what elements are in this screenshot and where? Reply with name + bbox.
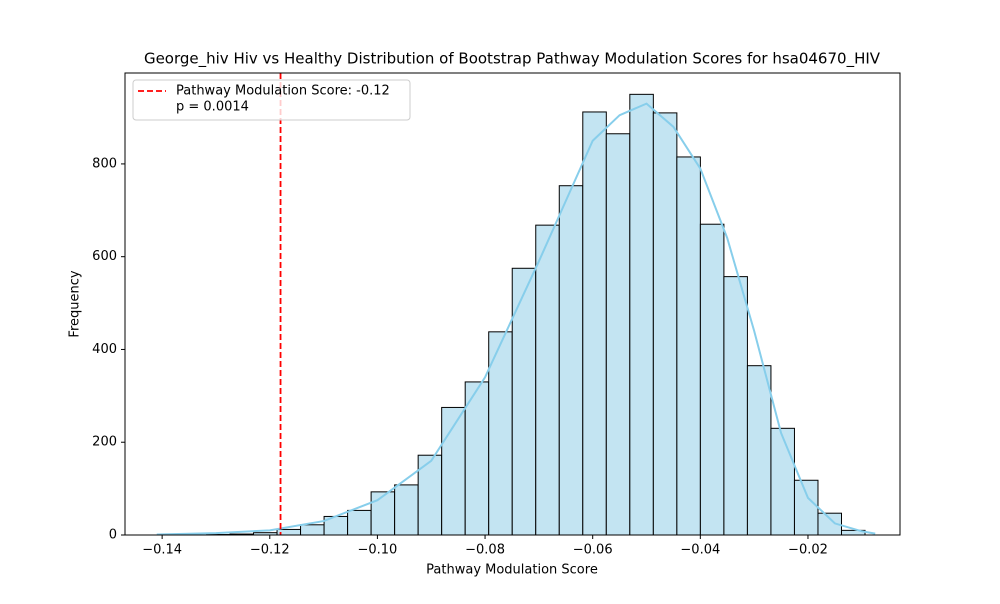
bar (677, 157, 701, 535)
legend-label: p = 0.0014 (176, 100, 249, 115)
bar (724, 277, 748, 535)
bar (606, 134, 630, 535)
legend-label: Pathway Modulation Score: -0.12 (176, 84, 390, 99)
bar (583, 112, 607, 535)
bar (512, 268, 536, 535)
bar (653, 113, 677, 535)
bar (771, 428, 795, 535)
bar (559, 186, 583, 535)
bar (395, 485, 419, 535)
x-tick-label: −0.04 (680, 543, 720, 558)
bar (747, 366, 771, 535)
x-tick-label: −0.14 (142, 543, 182, 558)
x-tick-label: −0.02 (788, 543, 828, 558)
bar (700, 224, 724, 535)
y-tick-label: 800 (92, 156, 117, 171)
bar (348, 510, 372, 535)
x-tick-label: −0.08 (465, 543, 505, 558)
bar (630, 94, 654, 535)
y-tick-label: 600 (92, 249, 117, 264)
bar (536, 225, 560, 535)
x-tick-label: −0.06 (573, 543, 613, 558)
x-axis-label: Pathway Modulation Score (426, 563, 598, 578)
bar (794, 480, 818, 535)
y-tick-label: 400 (92, 342, 117, 357)
bar (371, 492, 395, 535)
y-tick-label: 200 (92, 435, 117, 450)
y-tick-label: 0 (109, 528, 117, 543)
x-tick-label: −0.10 (357, 543, 397, 558)
bar (465, 382, 489, 535)
chart-title: George_hiv Hiv vs Healthy Distribution o… (144, 50, 881, 69)
y-axis-label: Frequency (68, 270, 83, 337)
bar (301, 525, 325, 535)
x-tick-label: −0.12 (250, 543, 290, 558)
